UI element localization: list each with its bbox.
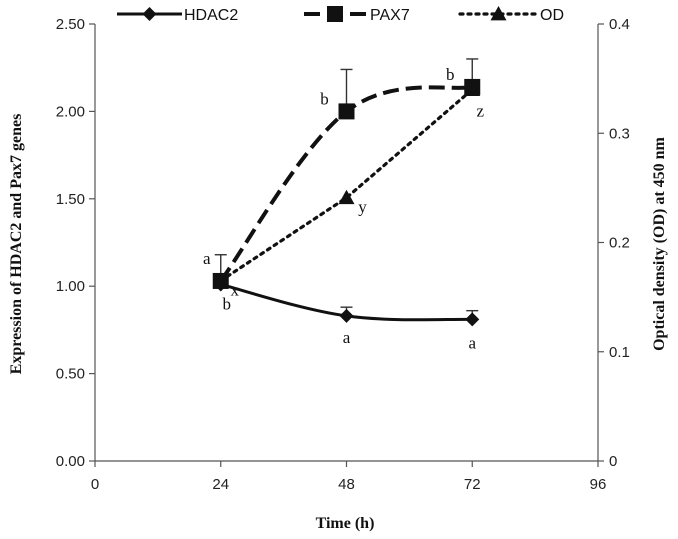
x-tick-label: 72 — [464, 476, 481, 493]
y-left-tick-label: 1.00 — [56, 278, 85, 295]
legend-label-pax7: PAX7 — [370, 7, 410, 24]
series-hdac2: b a a — [213, 277, 480, 352]
data-point-od — [464, 81, 481, 96]
significance-label: b — [446, 65, 455, 84]
significance-label: a — [468, 333, 476, 352]
significance-label: a — [203, 249, 211, 268]
significance-label: a — [343, 328, 351, 347]
legend-marker-od — [490, 6, 507, 21]
y-left-tick-label: 1.50 — [56, 191, 85, 208]
y-right-tick-label: 0 — [609, 453, 617, 470]
x-axis-title: Time (h) — [316, 515, 375, 532]
series-od: x y z — [212, 81, 484, 300]
x-tick-label: 0 — [91, 476, 99, 493]
data-point-hdac2 — [339, 308, 354, 323]
y-left-tick-label: 2.00 — [56, 103, 85, 120]
legend-marker-hdac2 — [142, 7, 157, 21]
legend-label-od: OD — [540, 7, 564, 24]
legend-marker-pax7 — [327, 6, 343, 22]
series-pax7: a b b — [203, 58, 481, 289]
data-point-pax7 — [338, 103, 355, 120]
significance-label: z — [476, 102, 484, 121]
y-right-tick-label: 0.3 — [609, 125, 630, 142]
legend: HDAC2 PAX7 OD — [117, 6, 564, 24]
series-line-pax7 — [219, 84, 473, 283]
y-right-tick-label: 0.2 — [609, 235, 630, 252]
legend-label-hdac2: HDAC2 — [184, 7, 238, 24]
significance-label: b — [320, 89, 329, 108]
y-left-tick-label: 2.50 — [56, 16, 85, 33]
data-point-od — [338, 189, 355, 205]
significance-label: x — [231, 281, 240, 300]
y-left-tick-label: 0.00 — [56, 453, 85, 470]
axes: 0 24 48 72 96 0.00 0.50 1.00 1.50 2.00 2.50 0 0.1 0.2… — [56, 16, 630, 493]
significance-label: b — [223, 294, 232, 313]
x-tick-label: 24 — [212, 476, 229, 493]
y-axis-left-title: Expression of HDAC2 and Pax7 genes — [8, 114, 25, 375]
x-tick-label: 96 — [590, 476, 607, 493]
data-point-od — [212, 272, 229, 288]
x-tick-label: 48 — [338, 476, 355, 493]
significance-label: y — [358, 198, 367, 217]
y-right-tick-label: 0.4 — [609, 16, 630, 33]
y-axis-right-title: Optical density (OD) at 450 nm — [651, 136, 668, 350]
data-point-hdac2 — [465, 312, 480, 327]
y-right-tick-label: 0.1 — [609, 344, 630, 361]
y-left-tick-label: 0.50 — [56, 366, 85, 383]
